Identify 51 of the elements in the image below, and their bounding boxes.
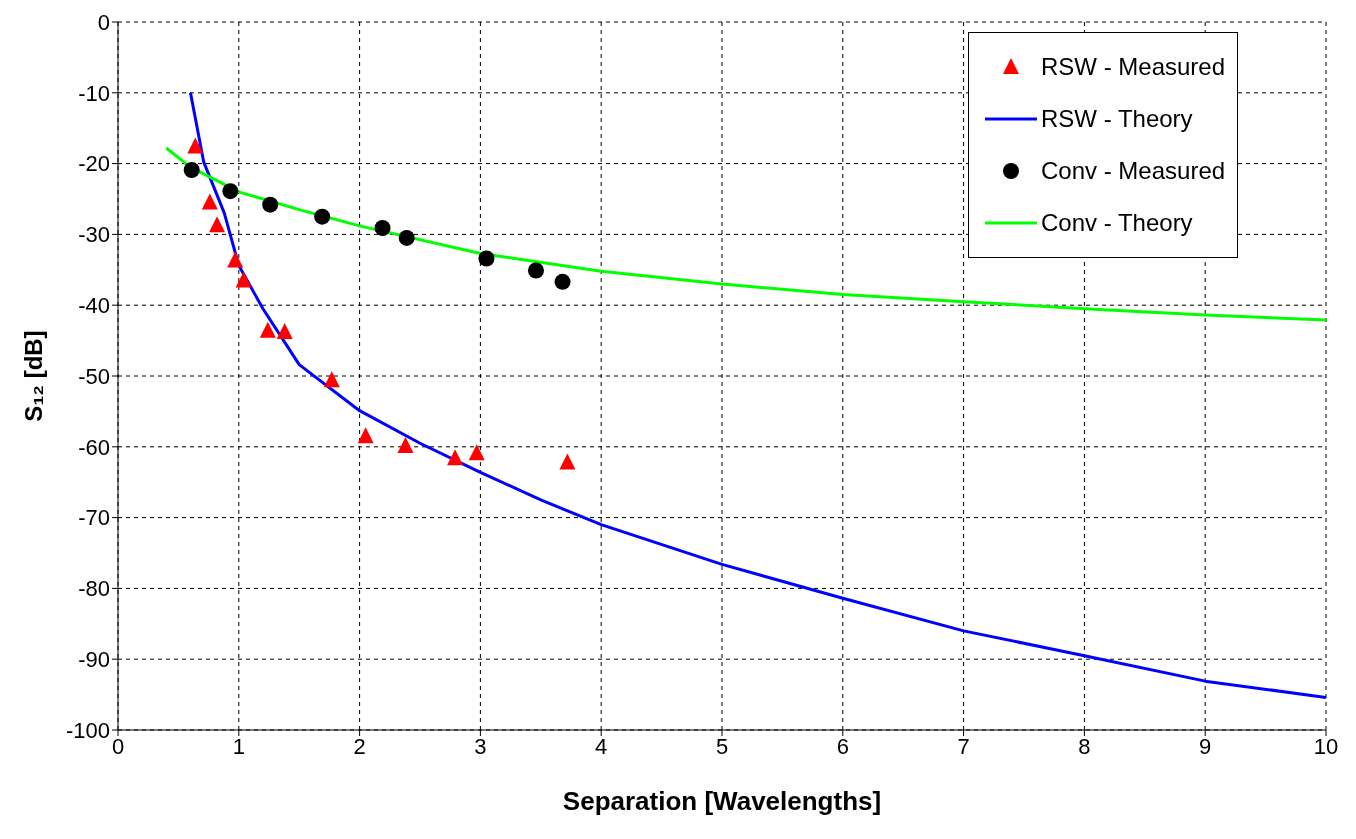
x-tick-label: 5 bbox=[715, 733, 729, 759]
point bbox=[222, 183, 239, 200]
point bbox=[397, 437, 414, 454]
x-tick-label: 3 bbox=[474, 733, 487, 759]
x-tick-label: 9 bbox=[1199, 733, 1212, 759]
legend-label: RSW - Measured bbox=[1041, 53, 1226, 81]
x-tick-label: 2 bbox=[353, 733, 366, 759]
line-series bbox=[164, 146, 1326, 322]
x-tick-label: 7 bbox=[957, 733, 970, 759]
x-axis-title: Separation [Wavelengths] bbox=[562, 786, 882, 816]
y-tick-label: -40 bbox=[78, 293, 110, 319]
point bbox=[227, 251, 244, 268]
y-tick-label: -80 bbox=[78, 576, 110, 602]
point bbox=[276, 323, 293, 340]
point bbox=[527, 262, 544, 279]
y-tick-label: -20 bbox=[78, 151, 110, 177]
y-tick-label: -60 bbox=[78, 434, 110, 460]
point bbox=[478, 250, 495, 267]
point bbox=[447, 449, 464, 466]
legend-label: Conv - Measured bbox=[1041, 157, 1226, 185]
y-tick-label: -90 bbox=[78, 647, 110, 673]
x-tick-label: 4 bbox=[595, 733, 608, 759]
legend-label: RSW - Theory bbox=[1041, 105, 1193, 133]
x-tick-label: 8 bbox=[1078, 733, 1091, 759]
point bbox=[357, 427, 374, 444]
point bbox=[187, 137, 204, 154]
point bbox=[559, 453, 576, 470]
legend-label: Conv - Theory bbox=[1041, 209, 1193, 237]
y-tick-label: -50 bbox=[78, 363, 110, 389]
y-tick-label: 0 bbox=[97, 9, 110, 35]
y-tick-label: -100 bbox=[65, 717, 110, 743]
point bbox=[323, 371, 340, 388]
point bbox=[374, 220, 391, 237]
point bbox=[314, 208, 331, 225]
point bbox=[183, 161, 200, 178]
point bbox=[468, 444, 485, 461]
point bbox=[262, 196, 279, 213]
x-tick-label: 1 bbox=[232, 733, 245, 759]
y-tick-label: -30 bbox=[78, 222, 110, 248]
y-axis-title: S₁₂ [dB] bbox=[19, 330, 47, 422]
point bbox=[235, 271, 252, 288]
point bbox=[209, 216, 226, 233]
y-tick-label: -70 bbox=[78, 505, 110, 531]
point bbox=[259, 321, 276, 338]
point bbox=[554, 273, 571, 290]
point bbox=[398, 229, 415, 246]
point bbox=[201, 193, 218, 210]
line-series bbox=[188, 91, 1326, 699]
x-tick-label: 6 bbox=[836, 733, 849, 759]
x-tick-label: 10 bbox=[1313, 733, 1339, 759]
y-tick-label: -10 bbox=[78, 80, 110, 106]
